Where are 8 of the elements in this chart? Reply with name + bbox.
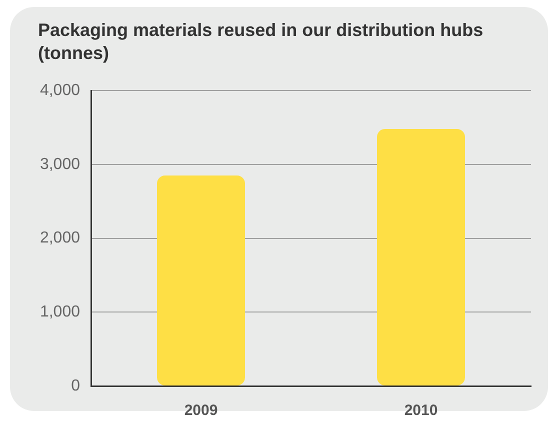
x-tick-label: 2009 — [184, 402, 218, 420]
y-tick-label: 4,000 — [40, 82, 80, 100]
y-tick-label: 1,000 — [40, 304, 80, 321]
y-tick-label: 2,000 — [40, 230, 80, 247]
x-tick-label: 2010 — [404, 402, 438, 420]
y-tick-label: 3,000 — [40, 156, 80, 173]
y-tick-label: 0 — [71, 377, 80, 394]
chart-title: Packaging materials reused in our distribution hubs (tonnes) — [38, 19, 484, 65]
